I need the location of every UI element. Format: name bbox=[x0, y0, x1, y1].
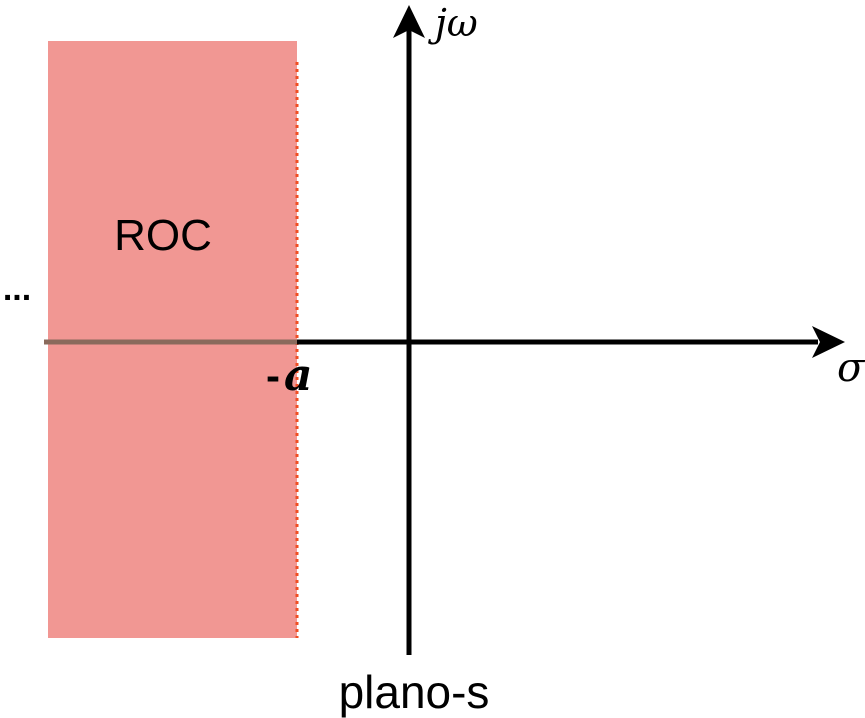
boundary-variable: a bbox=[284, 350, 313, 401]
roc-label: ROC bbox=[114, 211, 212, 260]
imaginary-axis-arrowhead bbox=[393, 5, 425, 38]
ellipsis-label: ... bbox=[3, 270, 31, 308]
real-axis-label: σ bbox=[837, 345, 865, 391]
boundary-label: - a bbox=[266, 350, 313, 401]
boundary-minus-sign: - bbox=[266, 352, 280, 399]
plane-label: plano-s bbox=[339, 666, 490, 718]
imaginary-axis-label: jω bbox=[428, 1, 478, 45]
real-axis-arrowhead bbox=[812, 326, 845, 358]
